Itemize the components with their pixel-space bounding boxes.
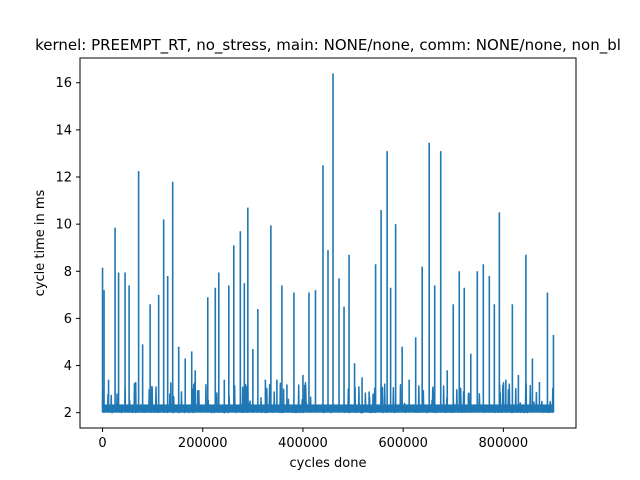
y-tick-label: 8 [64, 265, 72, 280]
y-axis: 2 4 6 8 10 12 14 16 [55, 76, 80, 421]
x-axis: 0 200000 400000 600000 800000 [98, 428, 528, 451]
x-tick-label: 400000 [278, 436, 328, 451]
y-tick-label: 10 [55, 218, 72, 233]
y-tick-label: 2 [64, 406, 72, 421]
x-tick-label: 600000 [378, 436, 428, 451]
y-axis-label: cycle time in ms [33, 189, 48, 296]
plot-frame [79, 57, 577, 429]
y-tick-label: 16 [55, 76, 72, 91]
series-layer [101, 73, 555, 414]
y-tick-label: 14 [55, 123, 72, 138]
y-tick-label: 4 [64, 359, 72, 374]
y-tick-label: 12 [55, 171, 72, 186]
x-tick-label: 200000 [178, 436, 228, 451]
x-axis-label: cycles done [290, 456, 367, 471]
chart-title: kernel: PREEMPT_RT, no_stress, main: NON… [35, 36, 621, 55]
x-tick-label: 800000 [479, 436, 529, 451]
x-tick-label: 0 [98, 436, 106, 451]
y-tick-label: 6 [64, 312, 72, 327]
